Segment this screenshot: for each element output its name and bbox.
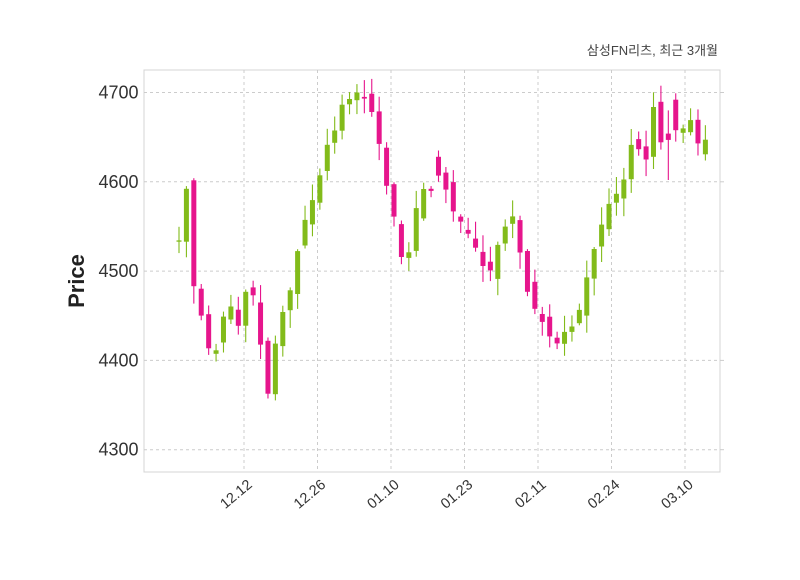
svg-text:4700: 4700 — [98, 83, 138, 103]
svg-text:Price: Price — [64, 254, 89, 308]
svg-text:4500: 4500 — [98, 261, 138, 281]
svg-text:4300: 4300 — [98, 440, 138, 460]
svg-text:4400: 4400 — [98, 350, 138, 370]
svg-text:삼성FN리츠, 최근 3개월: 삼성FN리츠, 최근 3개월 — [587, 43, 718, 58]
svg-text:4600: 4600 — [98, 172, 138, 192]
